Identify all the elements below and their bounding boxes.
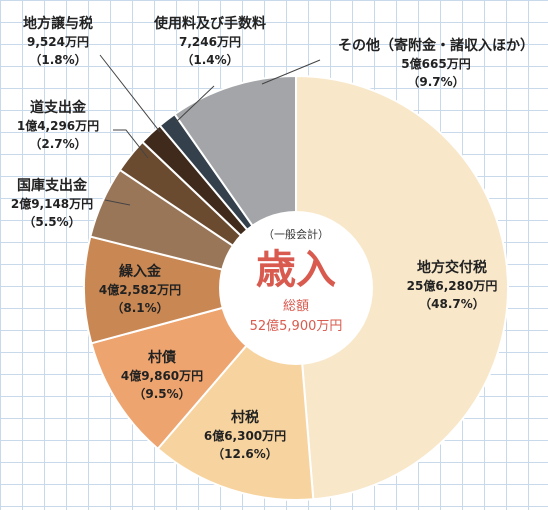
slice-amount-label: 9,524万円: [27, 35, 89, 49]
slice-amount-label: 5億665万円: [401, 56, 470, 71]
slice-percent-label: （2.7%）: [29, 136, 86, 151]
leader-line: [104, 199, 131, 206]
slice-percent-label: （1.4%）: [181, 52, 238, 67]
slice-name-label: 村債: [148, 349, 176, 366]
slice-percent-label: （5.5%）: [23, 214, 80, 229]
slice-name-label: 村税: [231, 409, 259, 426]
slice-name-label: 国庫支出金: [17, 177, 88, 194]
leader-line: [261, 59, 321, 85]
slice-name-label: 道支出金: [30, 99, 87, 116]
center-total-label: 総額: [283, 299, 309, 314]
slice-name-label: 地方交付税: [417, 259, 487, 276]
center-title: 歳入: [256, 247, 336, 293]
slice-name-label: 繰入金: [119, 263, 162, 280]
slice-amount-label: 4億9,860万円: [121, 368, 203, 383]
slice-name-label: 地方譲与税: [23, 15, 93, 32]
slice-amount-label: 4億2,582万円: [99, 282, 181, 297]
center-total-value: 52億5,900万円: [250, 318, 343, 334]
slice-amount-label: 7,246万円: [179, 35, 241, 49]
leader-line: [99, 54, 161, 133]
slice-percent-label: （1.8%）: [29, 52, 86, 67]
slice-amount-label: 2億9,148万円: [11, 196, 93, 211]
center-subtitle: （一般会計）: [263, 227, 329, 241]
slice-percent-label: （9.5%）: [133, 386, 190, 401]
pie-slice: [83, 235, 300, 345]
slice-labels: 地方交付税 25億6,280万円 （48.7%） 村税 6億6,300万円 （12.6%）…: [11, 15, 534, 461]
leader-line: [175, 85, 215, 123]
slice-percent-label: （48.7%）: [419, 296, 485, 311]
slice-percent-label: （8.1%）: [111, 300, 168, 315]
slice-percent-label: （9.7%）: [407, 74, 464, 89]
leader-lines: [99, 54, 321, 206]
slice-name-label: その他（寄附金・諸収入ほか）: [338, 37, 534, 54]
center-hole: [219, 211, 373, 365]
slice-percent-label: （12.6%）: [212, 446, 278, 461]
slice-amount-label: 6億6,300万円: [204, 428, 286, 443]
slice-amount-label: 25億6,280万円: [407, 278, 498, 293]
leader-line: [113, 129, 149, 159]
slice-amount-label: 1億4,296万円: [17, 118, 99, 133]
slice-name-label: 使用料及び手数料: [153, 15, 266, 32]
pie-slice: [295, 74, 509, 501]
